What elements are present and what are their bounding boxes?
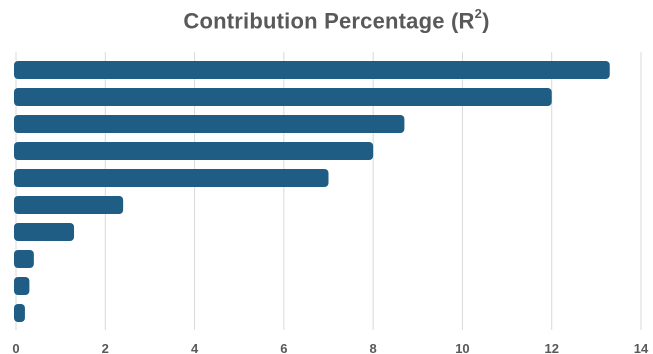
bar-8 [14, 250, 34, 268]
x-tick-label-2: 2 [102, 341, 109, 354]
chart-title-text: Contribution Percentage (R [183, 8, 475, 34]
bar-6 [14, 196, 124, 214]
bar-4 [14, 142, 374, 160]
x-tick-label-8: 8 [370, 341, 377, 354]
chart-title-superscript: 2 [474, 6, 483, 21]
bar-9 [14, 277, 30, 295]
bars [14, 61, 610, 322]
bar-3 [14, 115, 405, 133]
x-tick-label-0: 0 [12, 341, 19, 354]
bar-1 [14, 61, 610, 79]
x-axis-ticks: 0 2 4 6 8 10 12 14 [12, 341, 649, 354]
bar-7 [14, 223, 75, 241]
chart-title: Contribution Percentage (R2) [0, 6, 653, 34]
bar-2 [14, 88, 552, 106]
x-tick-label-10: 10 [455, 341, 469, 354]
x-tick-label-14: 14 [634, 341, 649, 354]
chart-title-close: ) [482, 8, 490, 34]
bar-5 [14, 169, 329, 187]
x-tick-label-12: 12 [544, 341, 558, 354]
x-tick-label-4: 4 [191, 341, 199, 354]
x-tick-label-6: 6 [280, 341, 287, 354]
bar-10 [14, 304, 25, 322]
